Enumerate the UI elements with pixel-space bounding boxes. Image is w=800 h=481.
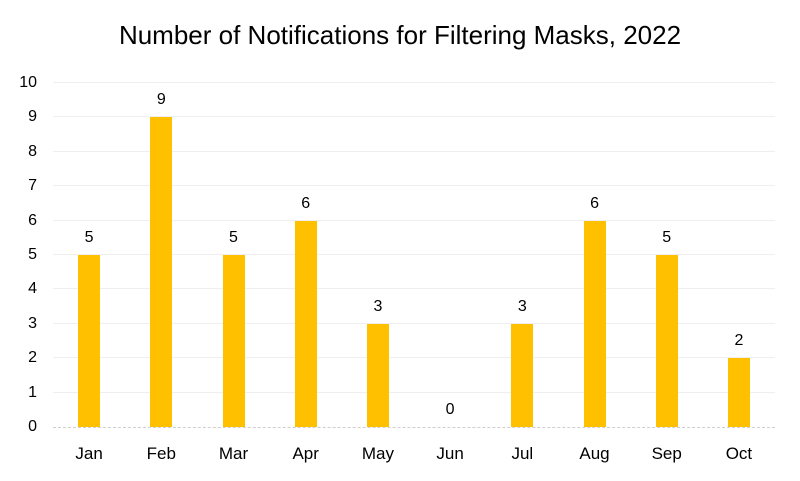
y-tick-label: 3 xyxy=(28,314,37,332)
y-tick-label: 5 xyxy=(28,246,37,263)
x-category-label: Oct xyxy=(725,444,753,463)
y-tick-label: 1 xyxy=(28,383,37,401)
bar xyxy=(294,220,317,427)
gridline xyxy=(53,357,775,359)
gridline xyxy=(53,219,775,221)
bar xyxy=(150,117,173,427)
x-category-label: Jan xyxy=(75,444,103,463)
y-tick-label: 8 xyxy=(28,142,37,160)
x-axis-line xyxy=(53,427,775,428)
bar-value-label: 0 xyxy=(445,401,455,418)
x-category-label: Sep xyxy=(651,444,682,463)
bar-value-label: 5 xyxy=(229,229,238,246)
gridline xyxy=(53,322,775,324)
bar xyxy=(727,358,750,427)
bar-column: 5 xyxy=(631,83,703,427)
bar-column: 3 xyxy=(486,83,558,427)
bar-column: 0 xyxy=(414,83,486,427)
bar-column: 9 xyxy=(125,83,197,427)
bar-value-label: 9 xyxy=(156,91,166,109)
y-tick-label: 10 xyxy=(19,74,37,91)
x-category-label: Apr xyxy=(292,444,319,463)
bars-group: 5 9 5 6 3 0 3 6 5 2 xyxy=(53,83,775,427)
gridline xyxy=(53,150,775,152)
bar xyxy=(511,323,534,427)
bar-value-label: 5 xyxy=(84,229,94,246)
x-category-label: Jun xyxy=(436,444,464,463)
y-tick-label: 7 xyxy=(28,177,37,195)
bar-value-label: 6 xyxy=(590,194,599,212)
bar-column: 5 xyxy=(53,83,125,427)
gridline xyxy=(53,82,775,83)
bar-value-label: 5 xyxy=(662,229,672,246)
x-axis: Jan Feb Mar Apr May Jun Jul Aug Sep Oct xyxy=(53,444,775,464)
bar-column: 3 xyxy=(342,83,414,427)
bar xyxy=(222,255,245,427)
bar xyxy=(583,220,606,427)
x-category-label: Mar xyxy=(218,444,249,463)
bar-column: 5 xyxy=(197,83,269,427)
gridline xyxy=(53,185,775,187)
chart-title: Number of Notifications for Filtering Ma… xyxy=(118,20,682,50)
bar-column: 6 xyxy=(558,83,630,427)
gridline xyxy=(53,391,775,393)
bar-column: 2 xyxy=(703,83,775,427)
bar xyxy=(655,255,678,427)
y-tick-label: 4 xyxy=(28,280,37,298)
bar-value-label: 2 xyxy=(734,332,744,350)
bar-value-label: 3 xyxy=(373,297,383,315)
gridline xyxy=(53,116,775,118)
bar-value-label: 3 xyxy=(517,297,527,315)
bar xyxy=(78,255,101,427)
x-category-label: May xyxy=(361,444,394,463)
y-axis: 0 1 2 3 4 5 6 7 8 9 10 xyxy=(0,74,37,435)
y-tick-label: 9 xyxy=(28,108,37,126)
gridline xyxy=(53,254,775,255)
gridline xyxy=(53,288,775,290)
y-tick-label: 6 xyxy=(28,211,37,229)
x-category-label: Feb xyxy=(146,444,176,463)
x-category-label: Jul xyxy=(511,444,534,463)
plot-area: 5 9 5 6 3 0 3 6 5 2 xyxy=(53,82,775,428)
y-tick-label: 2 xyxy=(28,349,37,367)
bar-column: 6 xyxy=(270,83,342,427)
y-tick-label: 0 xyxy=(28,418,37,435)
bar xyxy=(366,323,389,427)
bar-value-label: 6 xyxy=(301,194,311,212)
x-category-label: Aug xyxy=(579,444,610,463)
